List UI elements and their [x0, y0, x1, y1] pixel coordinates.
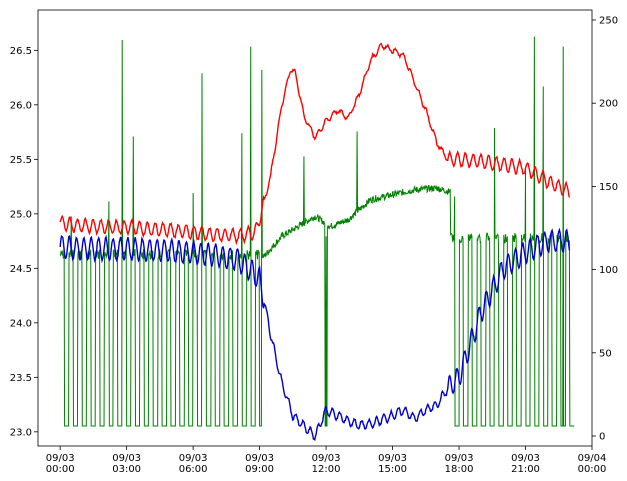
right-axis: 0 50 100 150 200 250 [592, 15, 618, 443]
left-tick-label: 23.5 [10, 373, 32, 384]
x-tick-time: 06:00 [179, 464, 208, 475]
x-tick-time: 15:00 [378, 464, 407, 475]
left-tick-label: 24.0 [10, 318, 32, 329]
x-tick-date: 09/03 [312, 453, 341, 464]
series-layer [59, 36, 575, 442]
x-tick-time: 18:00 [445, 464, 474, 475]
left-tick-label: 25.0 [10, 209, 32, 220]
right-tick-label: 150 [599, 182, 618, 193]
x-tick-time: 09:00 [245, 464, 274, 475]
x-tick-time: 21:00 [511, 464, 540, 475]
x-tick-date: 09/03 [46, 453, 75, 464]
x-tick-time: 03:00 [112, 464, 141, 475]
x-tick-date: 09/03 [511, 453, 540, 464]
left-tick-label: 24.5 [10, 264, 32, 275]
x-tick-date: 09/03 [445, 453, 474, 464]
left-tick-label: 26.5 [10, 46, 32, 57]
bottom-axis: 09/0300:0009/0303:0009/0306:0009/0309:00… [46, 446, 607, 475]
x-tick-date: 09/03 [179, 453, 208, 464]
right-tick-label: 50 [599, 348, 612, 359]
plot-frame [37, 9, 593, 447]
series-line-blue [59, 227, 571, 442]
right-tick-label: 0 [599, 432, 605, 443]
left-tick-label: 25.5 [10, 155, 32, 166]
plot-background [38, 10, 592, 446]
left-axis: 23.0 23.5 24.0 24.5 25.0 25.5 26.0 26.5 [10, 46, 38, 438]
right-tick-label: 200 [599, 99, 618, 110]
x-tick-date: 09/04 [578, 453, 607, 464]
right-tick-label: 250 [599, 15, 618, 26]
left-tick-label: 26.0 [10, 100, 32, 111]
x-tick-time: 00:00 [46, 464, 75, 475]
series-line-green [59, 36, 575, 427]
x-tick-date: 09/03 [112, 453, 141, 464]
left-tick-label: 23.0 [10, 427, 32, 438]
x-tick-date: 09/03 [378, 453, 407, 464]
x-tick-time: 00:00 [578, 464, 607, 475]
series-line-red [59, 42, 571, 246]
right-tick-label: 100 [599, 265, 618, 276]
x-tick-time: 12:00 [312, 464, 341, 475]
x-tick-date: 09/03 [245, 453, 274, 464]
